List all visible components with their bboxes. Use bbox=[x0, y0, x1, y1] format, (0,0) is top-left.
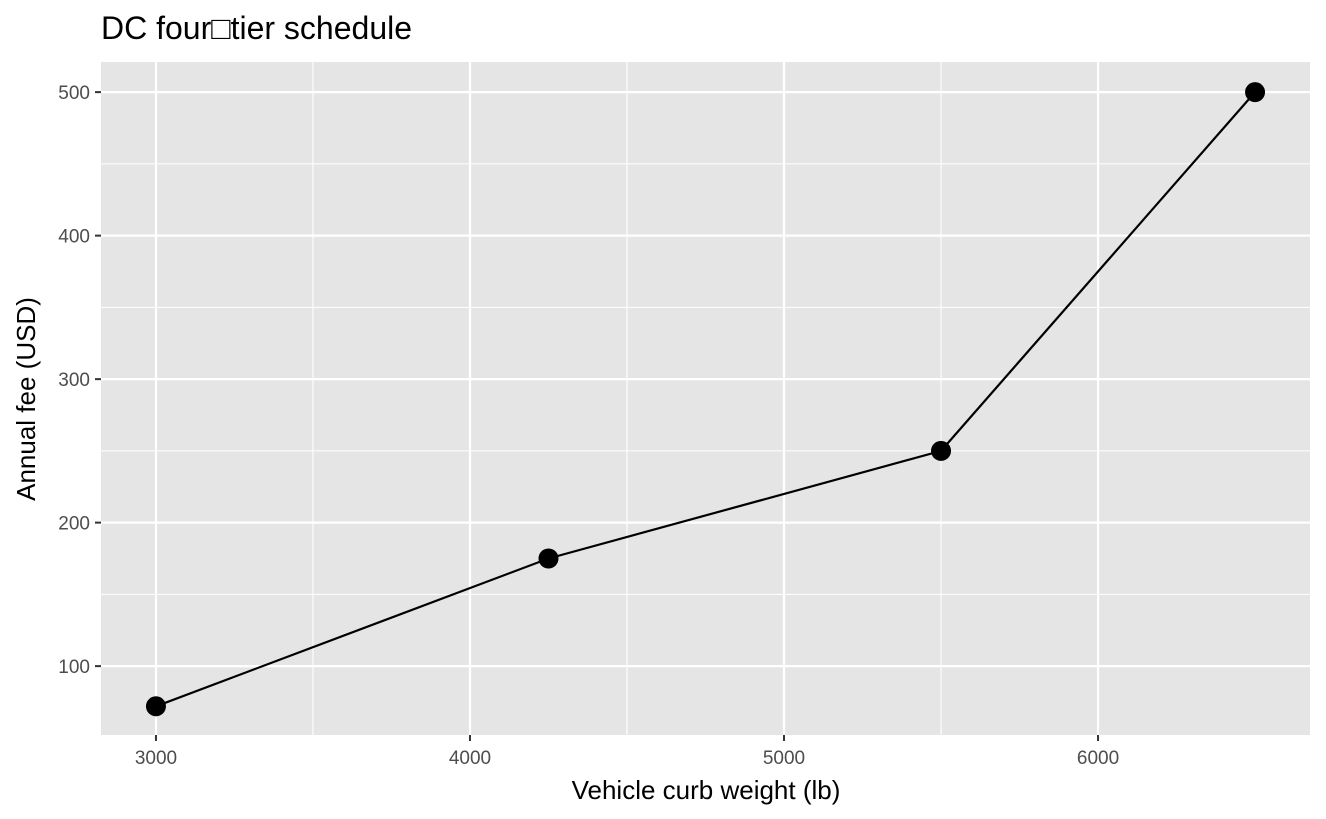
x-tick-label: 6000 bbox=[1077, 748, 1119, 769]
x-axis-title: Vehicle curb weight (lb) bbox=[572, 775, 841, 805]
y-axis-ticks: 100 200 300 400 500 bbox=[58, 83, 101, 678]
x-tick-label: 4000 bbox=[449, 748, 491, 769]
y-tick-label: 400 bbox=[58, 227, 90, 248]
chart-title: DC four□tier schedule bbox=[101, 10, 412, 46]
data-point bbox=[1245, 82, 1266, 103]
major-gridlines bbox=[101, 62, 1310, 735]
y-tick-label: 500 bbox=[58, 83, 90, 104]
fee-series bbox=[145, 82, 1266, 717]
y-tick-label: 300 bbox=[58, 370, 90, 391]
x-tick-label: 5000 bbox=[763, 748, 805, 769]
y-tick-label: 200 bbox=[58, 514, 90, 535]
y-tick-label: 100 bbox=[58, 657, 90, 678]
y-axis-title: Annual fee (USD) bbox=[11, 297, 41, 501]
series-line bbox=[155, 91, 1256, 708]
x-axis-ticks: 3000 4000 5000 6000 bbox=[135, 735, 1119, 769]
data-point bbox=[145, 696, 166, 717]
data-point bbox=[931, 440, 952, 461]
minor-gridlines bbox=[101, 62, 1310, 735]
data-point bbox=[538, 548, 559, 569]
plot-panel bbox=[101, 62, 1310, 735]
x-tick-label: 3000 bbox=[135, 748, 177, 769]
